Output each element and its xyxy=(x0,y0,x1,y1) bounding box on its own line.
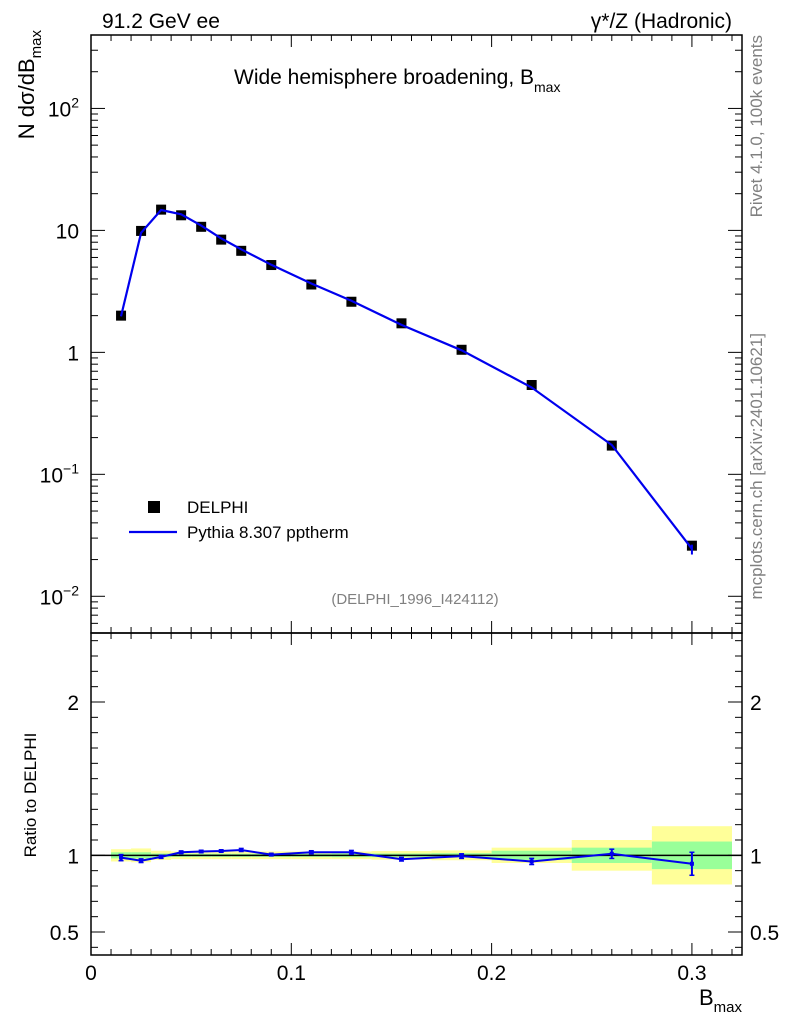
main-title: Wide hemisphere broadening, Bmax xyxy=(234,66,560,95)
data-point-12 xyxy=(526,379,537,390)
y-tick-label-exp-3: −1 xyxy=(63,460,79,476)
ratio-point-12 xyxy=(529,859,534,864)
ratio-point-3 xyxy=(179,850,184,855)
legend-label-delphi: DELPHI xyxy=(187,498,248,517)
main-y-label: N dσ/dBmax xyxy=(14,30,45,140)
x-axis-label: Bmax xyxy=(699,985,743,1016)
ratio-point-8 xyxy=(309,850,314,855)
y-tick-label-2: 1 xyxy=(67,342,79,365)
ratio-y-tick-label-right-1: 1 xyxy=(750,845,762,868)
y-tick-label-base-4: 10 xyxy=(40,586,63,609)
ratio-y-tick-label-left-2: 0.5 xyxy=(50,922,79,945)
ratio-point-11 xyxy=(459,854,464,859)
legend-label-pythia: Pythia 8.307 pptherm xyxy=(187,523,349,542)
y-tick-label-base-1: 10 xyxy=(56,220,79,243)
ratio-y-tick-label-right-0: 2 xyxy=(750,692,762,715)
main-y-label-sub: max xyxy=(28,30,45,59)
y-tick-label-1: 10 xyxy=(56,220,79,243)
ratio-y-tick-label-left-0: 2 xyxy=(67,692,79,715)
data-point-6 xyxy=(236,245,247,256)
x-tick-label-2: 0.2 xyxy=(477,962,506,985)
y-tick-label-base-0: 10 xyxy=(48,98,71,121)
y-tick-label-exp-0: 2 xyxy=(71,94,79,110)
ratio-point-14 xyxy=(689,861,694,866)
y-tick-label-base-3: 10 xyxy=(40,464,63,487)
y-tick-label-exp-4: −2 xyxy=(63,582,79,598)
ratio-point-13 xyxy=(609,851,614,856)
main-y-label-text: N dσ/dB xyxy=(14,58,39,139)
ratio-point-10 xyxy=(399,857,404,862)
ratio-point-2 xyxy=(159,854,164,859)
ratio-panel-frame xyxy=(90,632,743,956)
ratio-series xyxy=(118,847,695,877)
x-axis-label-sub: max xyxy=(714,999,743,1016)
x-tick-label-0: 0 xyxy=(85,962,97,985)
y-tick-label-4: 10−2 xyxy=(40,582,80,609)
ratio-y-label: Ratio to DELPHI xyxy=(21,733,40,858)
ratio-point-9 xyxy=(349,850,354,855)
ratio-point-4 xyxy=(199,849,204,854)
data-point-1 xyxy=(136,225,147,236)
legend: DELPHI Pythia 8.307 pptherm xyxy=(129,498,349,542)
ratio-point-7 xyxy=(269,852,274,857)
ratio-y-tick-label-left-1: 1 xyxy=(67,845,79,868)
main-title-sub: max xyxy=(534,79,560,95)
analysis-watermark: (DELPHI_1996_I424112) xyxy=(331,591,498,608)
header-left: 91.2 GeV ee xyxy=(102,10,220,33)
axes xyxy=(90,34,743,956)
y-tick-label-0: 102 xyxy=(48,94,79,121)
ratio-point-5 xyxy=(219,849,224,854)
x-tick-label-3: 0.3 xyxy=(677,962,706,985)
y-tick-label-base-2: 1 xyxy=(67,342,79,365)
main-panel-frame xyxy=(90,34,743,634)
ratio-point-1 xyxy=(139,858,144,863)
x-tick-label-1: 0.1 xyxy=(277,962,306,985)
y-tick-label-3: 10−1 xyxy=(40,460,80,487)
header-right: γ*/Z (Hadronic) xyxy=(591,10,732,33)
mcplots-label: mcplots.cern.ch [arXiv:2401.10621] xyxy=(747,333,766,599)
legend-marker-delphi xyxy=(148,501,160,513)
main-title-text: Wide hemisphere broadening, B xyxy=(234,66,534,89)
data-point-10 xyxy=(396,318,407,329)
ratio-y-tick-label-right-2: 0.5 xyxy=(750,922,779,945)
x-axis-label-text: B xyxy=(699,985,714,1010)
main-series xyxy=(116,204,697,555)
rivet-label: Rivet 4.1.0, 100k events xyxy=(747,35,766,217)
mc-line xyxy=(119,208,693,550)
ratio-point-6 xyxy=(239,847,244,852)
ratio-point-0 xyxy=(119,855,124,860)
